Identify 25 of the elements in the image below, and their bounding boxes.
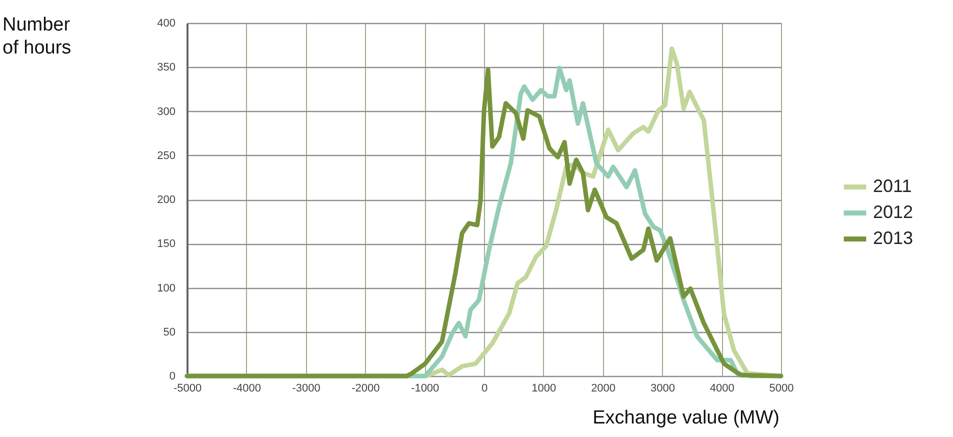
x-tick-label: -4000 <box>232 382 261 394</box>
x-tick-label: 4000 <box>710 382 734 394</box>
y-tick-label: 300 <box>157 106 176 118</box>
x-tick-label: 1000 <box>532 382 556 394</box>
legend-label: 2011 <box>873 176 912 196</box>
y-tick-label: 150 <box>157 238 176 250</box>
legend-label: 2013 <box>873 228 914 248</box>
y-tick-label: 350 <box>157 62 176 74</box>
y-tick-label: 0 <box>169 370 176 382</box>
y-tick-label: 50 <box>163 326 176 338</box>
y-tick-label: 250 <box>157 150 176 162</box>
x-axis-title: Exchange value (MW) <box>592 408 780 428</box>
x-tick-label: -2000 <box>352 382 380 394</box>
legend-label: 2012 <box>873 202 914 222</box>
x-tick-label: 2000 <box>591 382 616 394</box>
x-tick-label: 0 <box>481 382 488 394</box>
x-tick-label: -5000 <box>173 382 202 394</box>
y-axis-title: Number of hours <box>2 14 72 58</box>
y-tick-label: 400 <box>157 18 176 30</box>
x-tick-label: 5000 <box>769 382 794 394</box>
x-tick-label: -3000 <box>292 382 320 394</box>
y-tick-label: 200 <box>157 194 176 206</box>
x-tick-label: 3000 <box>650 382 675 394</box>
x-tick-label: -1000 <box>411 382 440 394</box>
y-tick-label: 100 <box>157 282 176 294</box>
